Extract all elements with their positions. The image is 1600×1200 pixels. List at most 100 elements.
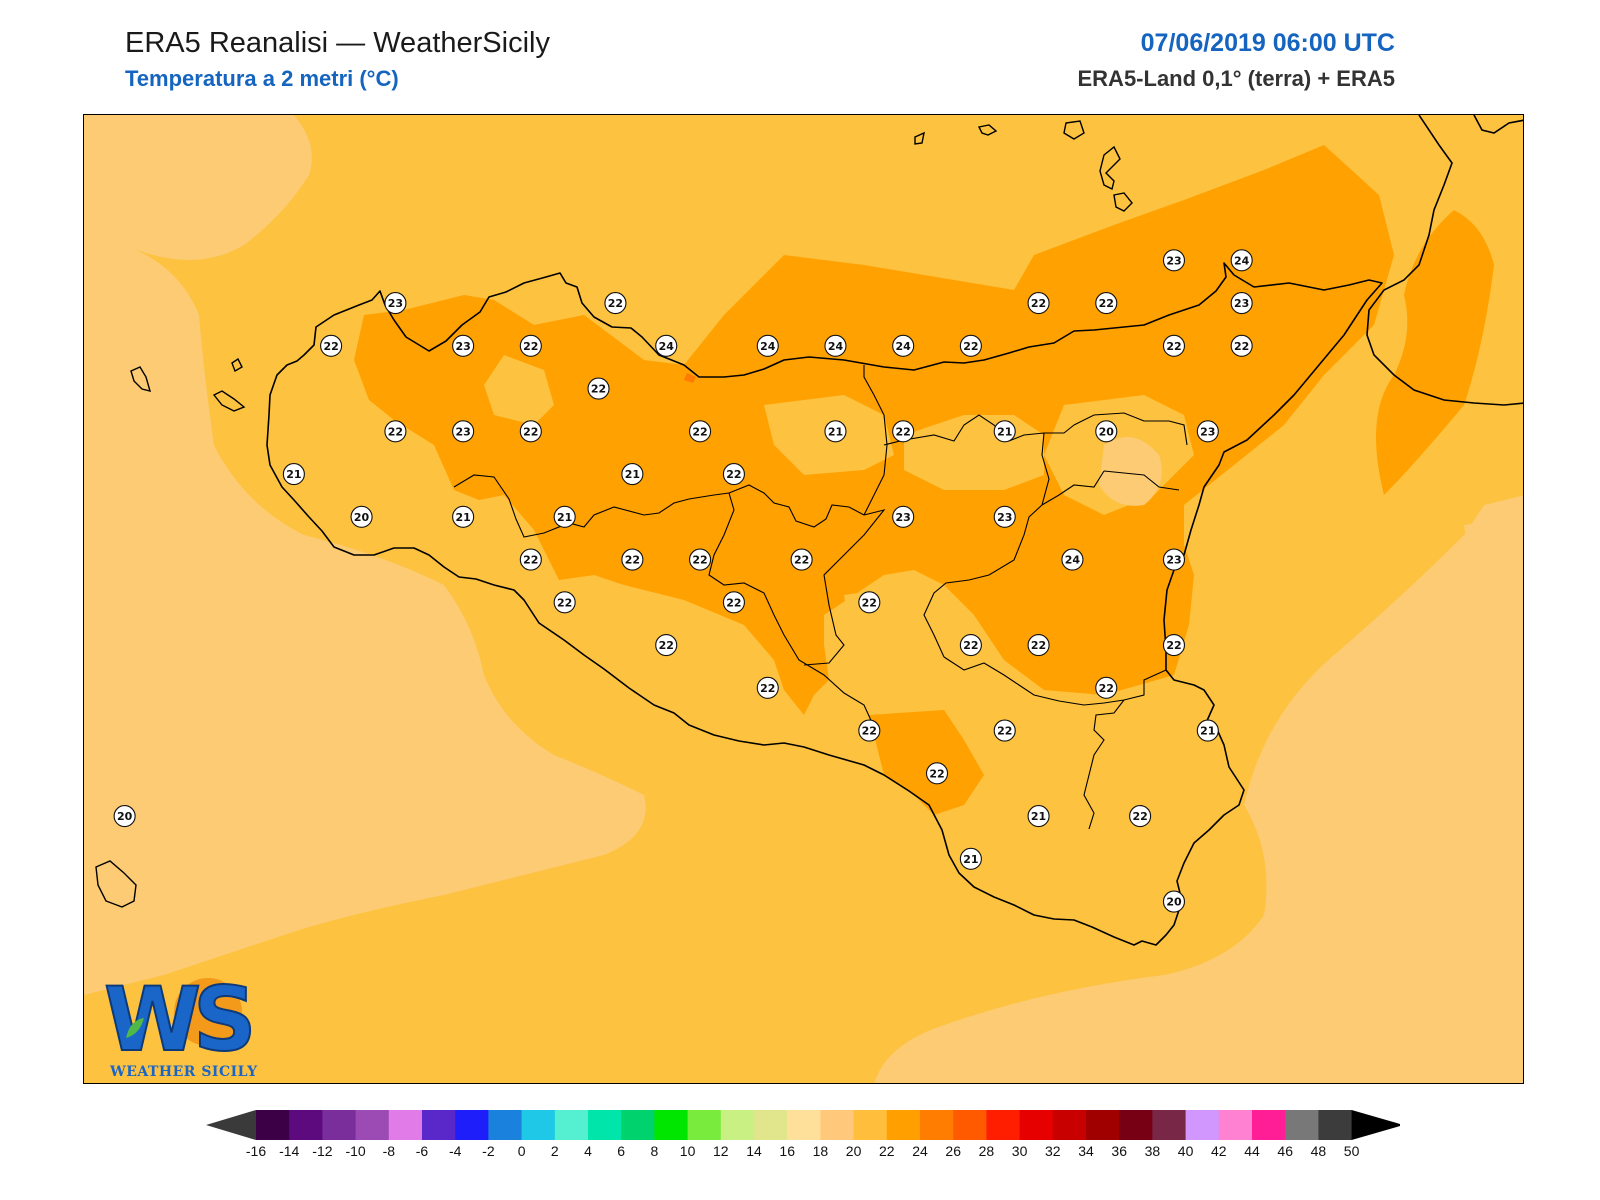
station-marker: [452, 505, 475, 528]
station-marker: [1027, 292, 1050, 315]
station-value: 22: [1234, 340, 1249, 353]
colorbar-swatch: [986, 1110, 1021, 1140]
station-value: 23: [1234, 297, 1249, 310]
station-value: 21: [963, 853, 978, 866]
station-value: 23: [1166, 254, 1181, 267]
temperature-colorbar: -16 -14 -12 -10 -8 -6 -4 -2 0 2 4 6 8 10 12 14 16 18 20 22 2…: [206, 1110, 1400, 1159]
island-egadi-3: [231, 357, 243, 373]
station-value: 23: [1200, 425, 1215, 438]
station-marker: [858, 719, 881, 742]
colorbar-swatch: [787, 1110, 821, 1140]
colorbar-tick-label: 24: [912, 1143, 928, 1159]
colorbar-swatch: [289, 1110, 323, 1140]
colorbar-tick-label: 44: [1244, 1143, 1260, 1159]
colorbar-swatch: [953, 1110, 987, 1140]
colorbar-swatch: [820, 1110, 855, 1140]
temperature-map: 23 22 22 23 22 22 24 24 24 24 22 22 22 23 24 23 22 22 22 23…: [83, 114, 1524, 1084]
station-value: 22: [726, 468, 741, 481]
colorbar-tick-label: 26: [945, 1143, 961, 1159]
station-value: 22: [1099, 297, 1114, 310]
colorbar-min-arrow: [206, 1110, 256, 1140]
colorbar-tick-label: 50: [1344, 1143, 1360, 1159]
map-subtitle: Temperatura a 2 metri (°C): [125, 66, 399, 91]
station-value: 20: [354, 511, 370, 524]
colorbar-swatch: [754, 1110, 788, 1140]
colorbar-tick-label: 34: [1078, 1143, 1094, 1159]
colorbar-tick-label: -6: [416, 1143, 429, 1159]
station-value: 21: [455, 511, 470, 524]
station-value: 22: [726, 596, 741, 609]
station-marker: [993, 420, 1016, 443]
calabria-coastline-north: [1473, 115, 1523, 134]
colorbar-tick-label: 46: [1277, 1143, 1293, 1159]
station-value: 22: [388, 425, 403, 438]
colorbar-swatch: [1252, 1110, 1286, 1140]
province-borders: [453, 365, 1188, 830]
station-value: 21: [625, 468, 640, 481]
station-value: 22: [760, 682, 775, 695]
colorbar-tick-label: 36: [1111, 1143, 1127, 1159]
colorbar-swatch: [886, 1110, 921, 1140]
station-marker: [655, 334, 678, 357]
logo-text: WEATHER SICILY: [109, 1064, 258, 1080]
temp-zone-20-west: [84, 115, 312, 260]
colorbar-tick-label: 20: [846, 1143, 862, 1159]
station-marker: [587, 377, 610, 400]
station-value: 22: [591, 383, 606, 396]
station-value: 23: [997, 511, 1012, 524]
station-value: 21: [286, 468, 301, 481]
island-aeolian-1: [977, 124, 998, 136]
station-marker: [553, 591, 576, 614]
station-marker: [722, 463, 745, 486]
station-marker: [1061, 548, 1084, 571]
logo-letters: WS: [104, 968, 250, 1071]
colorbar-swatch: [1152, 1110, 1187, 1140]
station-marker: [621, 548, 644, 571]
station-marker: [452, 334, 475, 357]
colorbar-tick-label: 38: [1145, 1143, 1161, 1159]
station-marker: [959, 634, 982, 657]
colorbar-tick-label: -8: [383, 1143, 396, 1159]
station-marker: [1162, 334, 1186, 357]
colorbar-swatch: [322, 1110, 357, 1140]
data-source: ERA5-Land 0,1° (terra) + ERA5: [1077, 66, 1396, 91]
colorbar-swatch: [488, 1110, 523, 1140]
colorbar-tick-label: -10: [345, 1143, 365, 1159]
colorbar-tick-label: 22: [879, 1143, 895, 1159]
station-value: 21: [1031, 810, 1046, 823]
colorbar-swatch: [588, 1110, 622, 1140]
station-value: 23: [1166, 554, 1181, 567]
colorbar-swatch: [554, 1110, 589, 1140]
station-value: 24: [828, 340, 844, 353]
island-aeolian-4: [1113, 192, 1133, 212]
station-marker: [790, 548, 813, 571]
station-marker: [519, 334, 542, 357]
colorbar-swatch: [1019, 1110, 1054, 1140]
colorbar-tick-label: -4: [449, 1143, 462, 1159]
colorbar-swatch: [621, 1110, 655, 1140]
colorbar-swatch: [521, 1110, 556, 1140]
island-egadi-2: [212, 390, 246, 412]
colorbar-tick-label: -14: [279, 1143, 299, 1159]
station-marker: [1129, 805, 1152, 828]
station-marker: [892, 505, 915, 528]
station-value: 23: [896, 511, 911, 524]
colorbar-tick-label: 48: [1311, 1143, 1327, 1159]
station-value: 24: [1065, 554, 1081, 567]
station-value: 22: [659, 639, 674, 652]
station-value: 23: [455, 425, 470, 438]
station-marker: [892, 334, 915, 357]
station-markers: 23 22 22 23 22 22 24 24 24 24 22 22 22 23 24 23 22 22 22 23…: [113, 249, 1253, 913]
station-marker: [621, 463, 644, 486]
station-value: 20: [117, 810, 133, 823]
colorbar-swatch: [853, 1110, 888, 1140]
station-marker: [655, 634, 678, 657]
colorbar-tick-label: 32: [1045, 1143, 1061, 1159]
colorbar-tick-label: 42: [1211, 1143, 1227, 1159]
station-value: 20: [1166, 896, 1182, 909]
colorbar-swatch: [256, 1110, 290, 1140]
colorbar-tick-label: 4: [584, 1143, 592, 1159]
station-marker: [1230, 249, 1253, 272]
station-value: 22: [1031, 297, 1046, 310]
island-aeolian-3: [1099, 145, 1121, 191]
